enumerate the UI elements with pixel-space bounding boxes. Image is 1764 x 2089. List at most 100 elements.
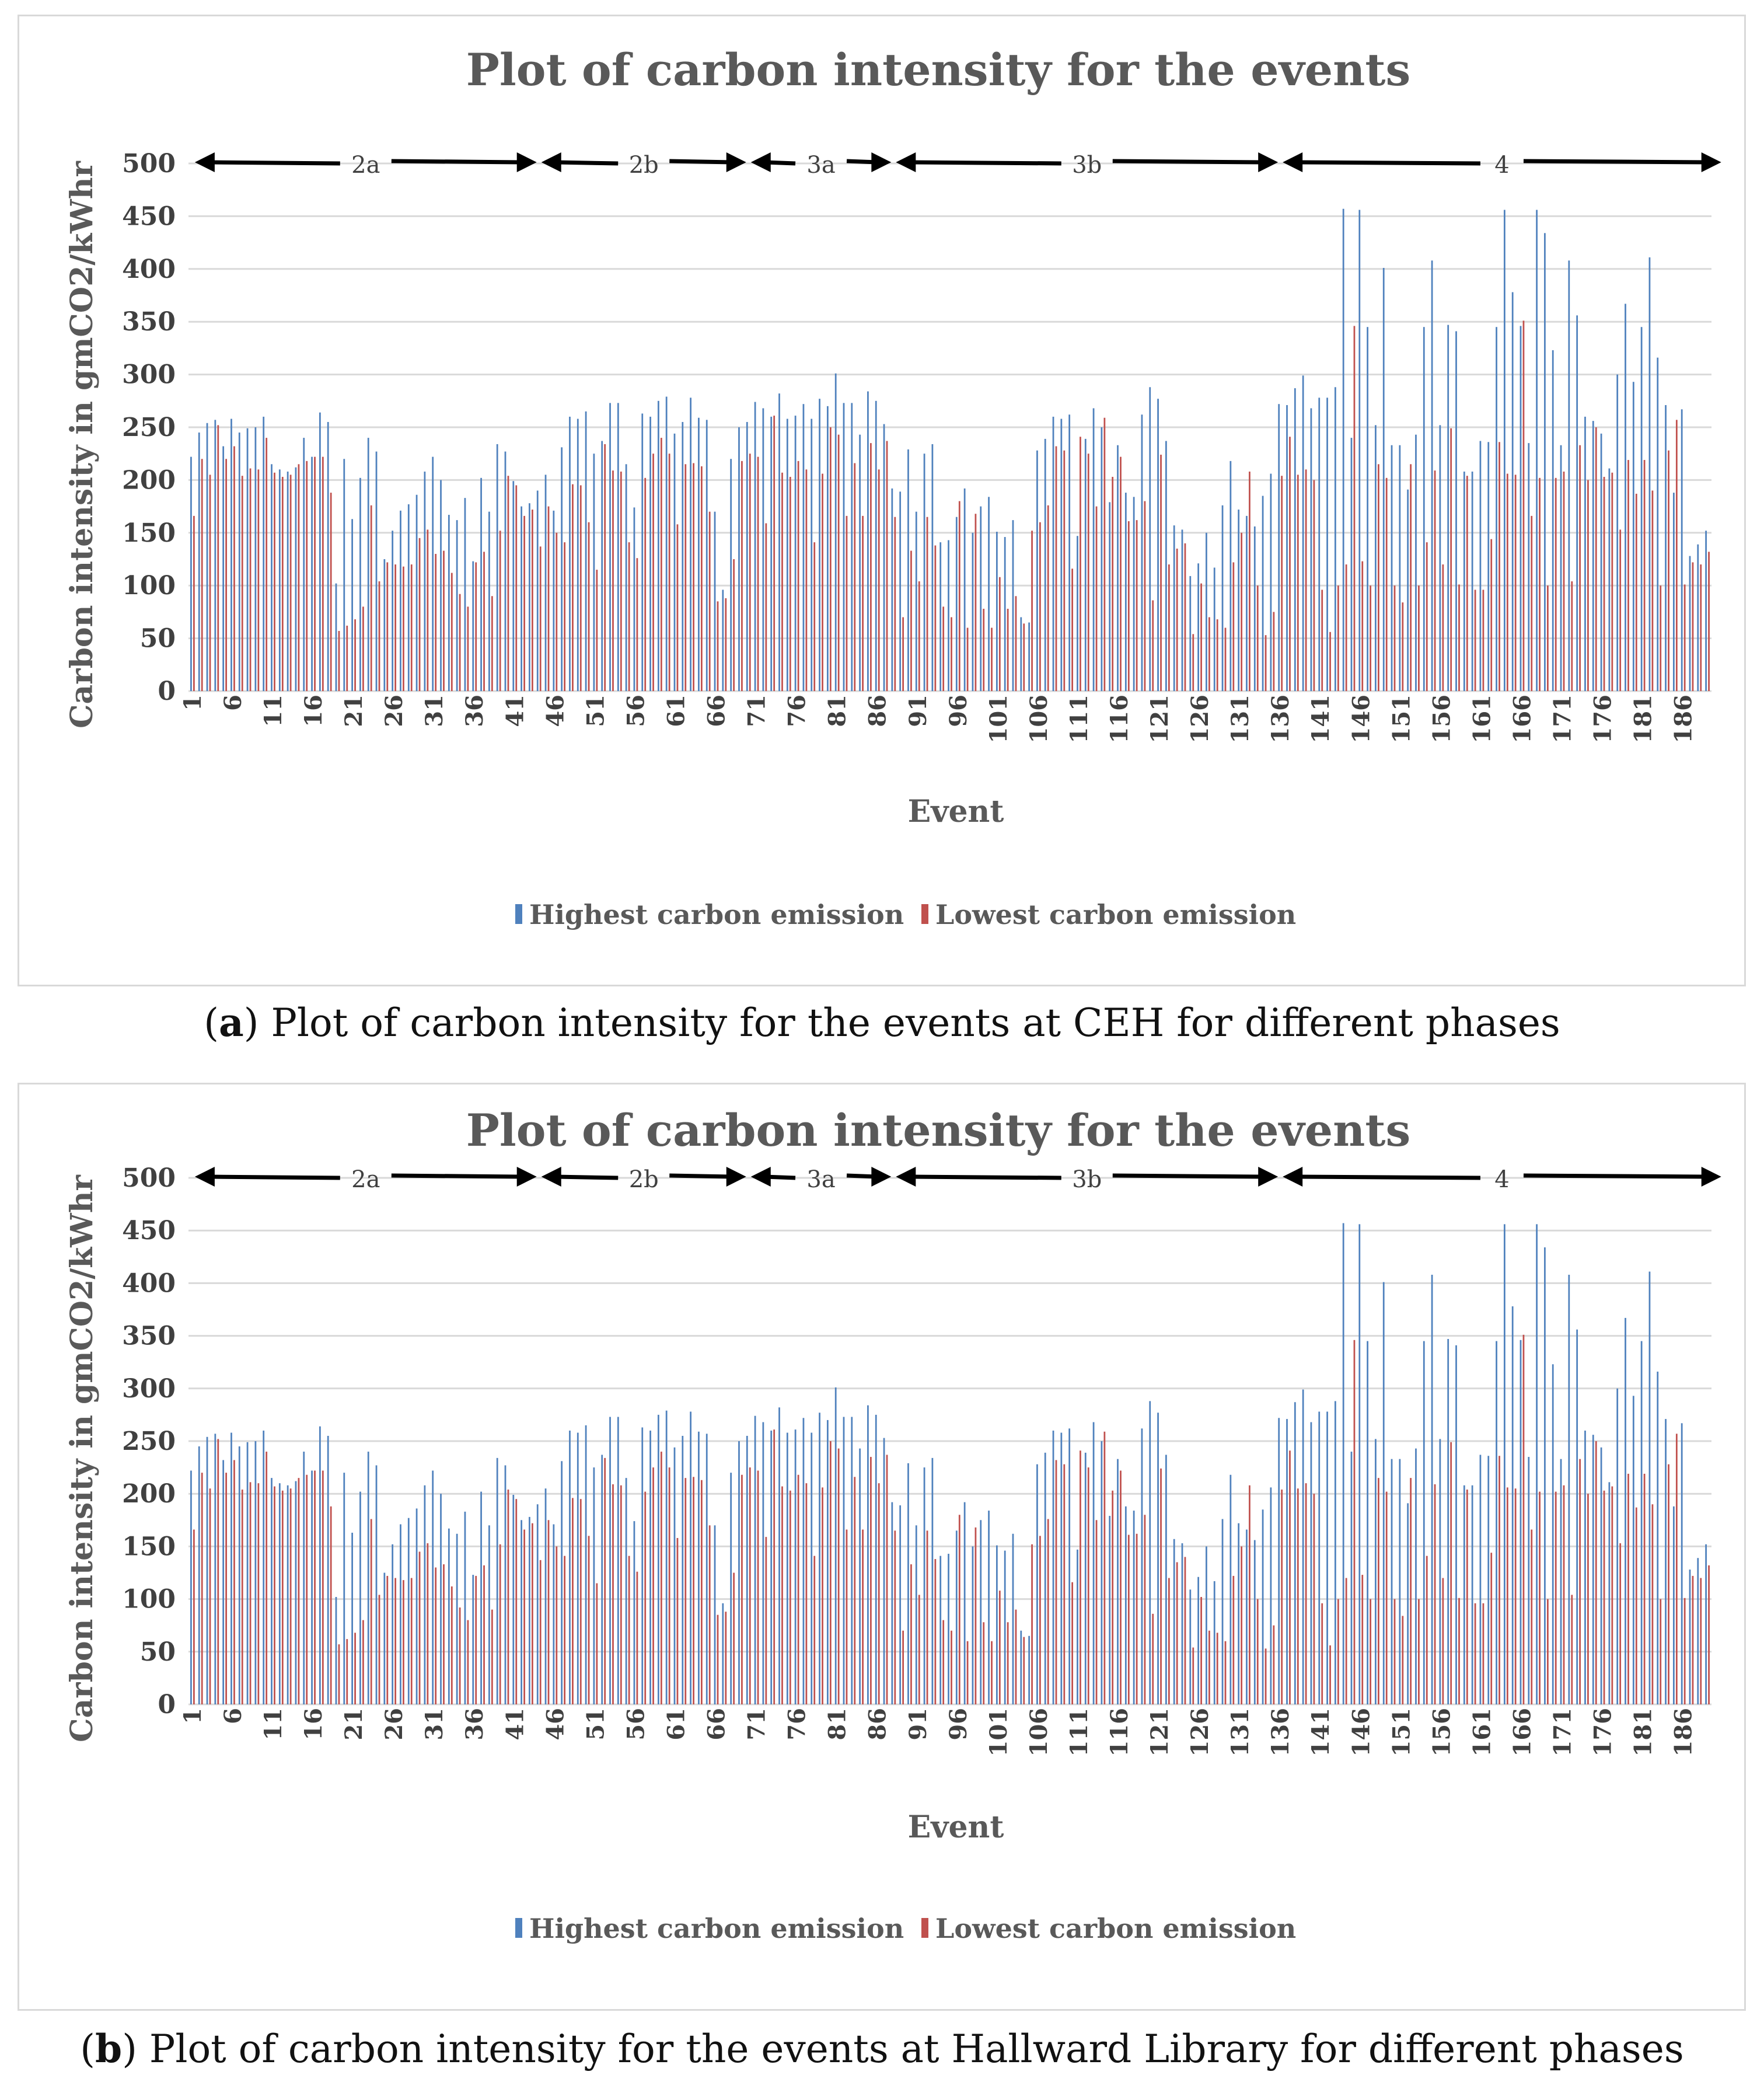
bar-lowest [1192,634,1194,691]
bar-lowest [1144,1515,1146,1704]
bar-lowest [1418,1599,1420,1704]
bar-highest [1253,1540,1256,1704]
bar-lowest [1273,1625,1275,1704]
phase-arrowhead-left [541,152,561,172]
bar-highest [625,1478,627,1704]
bar-highest [980,506,982,691]
bar-highest [214,1434,216,1704]
phase-arrow-left [208,1174,340,1180]
x-tick-label: 101 [985,695,1012,744]
x-tick-label: 166 [1508,695,1536,744]
bar-highest [1004,1550,1006,1704]
x-tick-label: 161 [1468,695,1496,744]
bar-highest [1375,1439,1377,1704]
bar-highest [1584,1430,1586,1704]
bar-lowest [1466,1489,1468,1704]
x-tick-label: 181 [1630,695,1657,744]
bar-lowest [717,1614,719,1704]
bar-highest [1552,1364,1554,1704]
phase-arrowhead-right [1258,152,1279,172]
bar-highest [1455,331,1457,691]
x-tick-label: 101 [985,1708,1012,1757]
phase-label: 2b [629,1166,659,1193]
bar-highest [1310,408,1312,691]
bar-lowest [564,542,566,691]
bar-highest [327,421,329,691]
bar-highest [609,1417,611,1704]
bar-lowest [1313,1494,1315,1704]
bar-lowest [805,469,808,691]
bar-highest [1326,397,1328,691]
y-tick-label: 150 [122,1532,176,1561]
phase-label: 3a [806,1166,835,1193]
bar-lowest [805,1483,808,1704]
x-tick-label: 186 [1670,695,1697,744]
bar-highest [875,400,877,691]
bar-highest [641,413,644,691]
bar-highest [1318,1411,1321,1704]
bar-highest [1681,1423,1683,1704]
bar-lowest [1103,1431,1106,1704]
bar-highest [521,1520,522,1704]
bar-highest [665,396,668,691]
bar-highest [1278,1418,1280,1704]
bar-lowest [1184,1557,1186,1704]
bar-highest [1109,1516,1111,1704]
bar-highest [407,1518,410,1704]
bar-highest [1246,1529,1248,1704]
x-tick-label: 151 [1388,1708,1415,1757]
bar-highest [1350,438,1353,691]
bar-highest [1189,576,1192,691]
bar-lowest [427,529,429,691]
bar-highest [1536,210,1538,691]
bar-lowest [443,550,445,691]
bar-lowest [684,1478,687,1704]
bar-highest [1689,1570,1691,1704]
bar-lowest [1329,1645,1331,1704]
bar-highest [1367,327,1368,691]
caption-a: (a) Plot of carbon intensity for the eve… [204,1000,1560,1045]
bar-lowest [998,1591,1001,1704]
legend-swatch-lowest [921,904,928,924]
bar-lowest [459,1607,461,1704]
bar-lowest [532,1523,533,1704]
bar-highest [617,1417,619,1704]
y-tick-label: 200 [122,1479,176,1509]
bar-lowest [789,1490,791,1704]
bar-highest [657,1414,659,1704]
bar-lowest [1112,476,1114,691]
bar-lowest [741,461,743,691]
phase-arrowhead-right [871,152,892,172]
bar-highest [359,1491,361,1704]
bar-highest [1077,536,1078,691]
bar-highest [955,1530,958,1704]
bar-highest [1020,1630,1022,1704]
bar-lowest [225,1473,228,1704]
bar-lowest [483,552,485,691]
bar-highest [206,1436,208,1704]
bar-lowest [1643,1473,1646,1704]
bar-highest [665,1410,668,1704]
bar-highest [899,1505,902,1704]
bar-lowest [837,1448,840,1704]
bar-lowest [668,1467,670,1704]
caption-b-letter: b [95,2026,123,2071]
bar-lowest [1385,477,1388,691]
phase-label: 4 [1494,1166,1509,1193]
bar-highest [931,1457,934,1704]
x-axis-label: Event [908,794,1004,829]
bar-highest [705,420,708,691]
bar-highest [923,454,925,691]
x-tick-label: 166 [1508,1708,1536,1757]
bar-highest [1028,622,1030,691]
y-tick-label: 350 [122,1321,176,1351]
bar-lowest [1660,585,1662,691]
x-tick-label: 91 [904,695,932,727]
y-tick-label: 0 [158,1690,176,1720]
bar-highest [1173,525,1175,691]
bar-lowest [846,1529,848,1704]
bar-lowest [1708,552,1710,691]
bar-lowest [354,619,356,691]
bar-highest [1358,210,1361,691]
bar-highest [529,1516,530,1704]
